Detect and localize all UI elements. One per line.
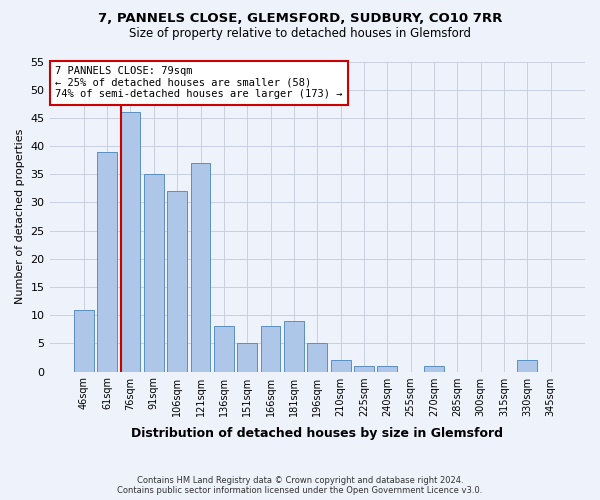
Text: 7, PANNELS CLOSE, GLEMSFORD, SUDBURY, CO10 7RR: 7, PANNELS CLOSE, GLEMSFORD, SUDBURY, CO…	[98, 12, 502, 26]
Bar	[238, 344, 257, 371]
Bar	[377, 366, 397, 372]
Bar	[74, 310, 94, 372]
Bar	[191, 163, 211, 372]
X-axis label: Distribution of detached houses by size in Glemsford: Distribution of detached houses by size …	[131, 427, 503, 440]
Bar	[307, 344, 327, 371]
Bar	[284, 321, 304, 372]
Text: Contains HM Land Registry data © Crown copyright and database right 2024.
Contai: Contains HM Land Registry data © Crown c…	[118, 476, 482, 495]
Bar	[97, 152, 117, 372]
Y-axis label: Number of detached properties: Number of detached properties	[15, 129, 25, 304]
Bar	[424, 366, 444, 372]
Bar	[167, 191, 187, 372]
Bar	[144, 174, 164, 372]
Bar	[214, 326, 234, 372]
Bar	[121, 112, 140, 372]
Text: Size of property relative to detached houses in Glemsford: Size of property relative to detached ho…	[129, 28, 471, 40]
Bar	[331, 360, 350, 372]
Bar	[517, 360, 538, 372]
Bar	[260, 326, 280, 372]
Bar	[354, 366, 374, 372]
Text: 7 PANNELS CLOSE: 79sqm
← 25% of detached houses are smaller (58)
74% of semi-det: 7 PANNELS CLOSE: 79sqm ← 25% of detached…	[55, 66, 343, 100]
